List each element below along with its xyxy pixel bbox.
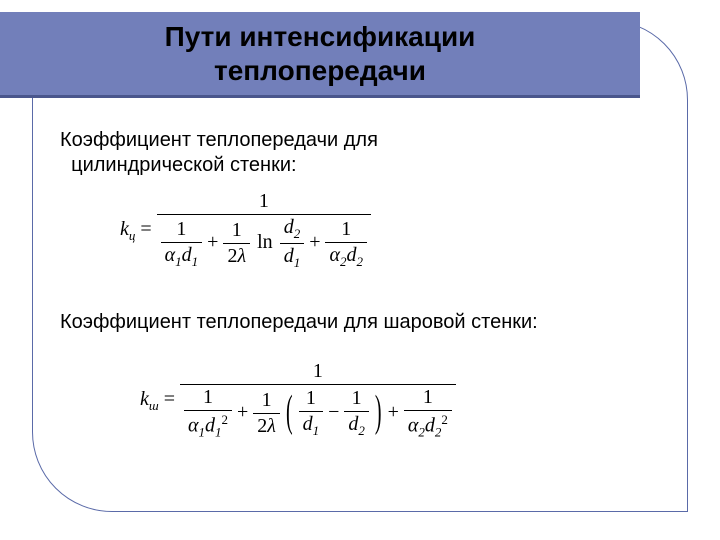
f2-minus: − <box>328 401 339 423</box>
f2-eq: = <box>164 388 175 410</box>
p1-line1: Коэффициент теплопередачи для <box>60 129 378 151</box>
f2-t3: 1 α2d22 <box>404 386 452 441</box>
title-band: Пути интенсификации теплопередачи <box>0 12 640 98</box>
f1-t1: 1 α1d1 <box>161 218 203 270</box>
f1-ln: ln <box>255 231 275 253</box>
f1-t1-num: 1 <box>161 218 203 243</box>
f2-inner2: 1 d2 <box>344 387 369 439</box>
f2-t3-num: 1 <box>404 386 452 411</box>
f2-denominator: 1 α1d12 + 1 2λ ( 1 d1 − 1 d2 ) + 1 α2d22 <box>180 385 456 441</box>
f2-main-frac: 1 1 α1d12 + 1 2λ ( 1 d1 − 1 d2 ) + <box>180 360 456 441</box>
f2-t1: 1 α1d12 <box>184 386 232 441</box>
f1-numerator: 1 <box>157 190 371 215</box>
f2-paren-open: ( <box>285 388 294 439</box>
f1-lhs-sub: ц <box>129 228 136 243</box>
f1-t2-den: 2λ <box>223 244 250 268</box>
f1-t1-den: α1d1 <box>161 243 203 270</box>
f2-inner2-den: d2 <box>344 412 369 439</box>
f2-inner1-den: d1 <box>299 412 324 439</box>
f1-t3-num: 1 <box>325 218 367 243</box>
f1-t2-arg-num: d2 <box>280 216 305 244</box>
f2-plus1: + <box>237 401 248 423</box>
f1-lhs-sym: k <box>120 218 129 240</box>
f2-plus2: + <box>388 401 399 423</box>
formula-cylindrical: kц = 1 1 α1d1 + 1 2λ ln d2 d1 + 1 α2d2 <box>120 190 371 271</box>
f1-t3: 1 α2d2 <box>325 218 367 270</box>
f2-t1-num: 1 <box>184 386 232 411</box>
f2-inner2-num: 1 <box>344 387 369 412</box>
f2-t2-den: 2λ <box>253 414 280 438</box>
f1-t2-num: 1 <box>223 219 250 244</box>
f2-lhs-sym: k <box>140 388 149 410</box>
f2-inner1: 1 d1 <box>299 387 324 439</box>
paragraph-2: Коэффициент теплопередачи для шаровой ст… <box>60 310 538 335</box>
f2-lhs-sub: ш <box>149 398 159 413</box>
f1-eq: = <box>140 218 151 240</box>
paragraph-1: Коэффициент теплопередачи для цилиндриче… <box>60 128 378 178</box>
f2-t2-coef: 1 2λ <box>253 389 280 438</box>
p2-content: Коэффициент теплопередачи для шаровой ст… <box>60 311 538 333</box>
f2-t3-den: α2d22 <box>404 411 452 441</box>
f1-plus2: + <box>309 231 320 253</box>
f1-t3-den: α2d2 <box>325 243 367 270</box>
f1-main-frac: 1 1 α1d1 + 1 2λ ln d2 d1 + 1 α2d2 <box>157 190 371 271</box>
f1-t2-arg: d2 d1 <box>280 216 305 271</box>
title-line-1: Пути интенсификации <box>165 21 476 52</box>
f2-inner1-num: 1 <box>299 387 324 412</box>
f1-t2-arg-den: d1 <box>280 244 305 271</box>
slide-title: Пути интенсификации теплопередачи <box>165 20 476 87</box>
f2-numerator: 1 <box>180 360 456 385</box>
f1-denominator: 1 α1d1 + 1 2λ ln d2 d1 + 1 α2d2 <box>157 215 371 271</box>
formula-spherical: kш = 1 1 α1d12 + 1 2λ ( 1 d1 − 1 d2 ) <box>140 360 456 441</box>
f2-t2-num: 1 <box>253 389 280 414</box>
f1-t2-coef: 1 2λ <box>223 219 250 268</box>
f2-t1-den: α1d12 <box>184 411 232 441</box>
f2-paren-close: ) <box>374 388 383 439</box>
p1-line2: цилиндрической стенки: <box>71 154 296 176</box>
title-line-2: теплопередачи <box>214 55 426 86</box>
f1-plus1: + <box>207 231 218 253</box>
